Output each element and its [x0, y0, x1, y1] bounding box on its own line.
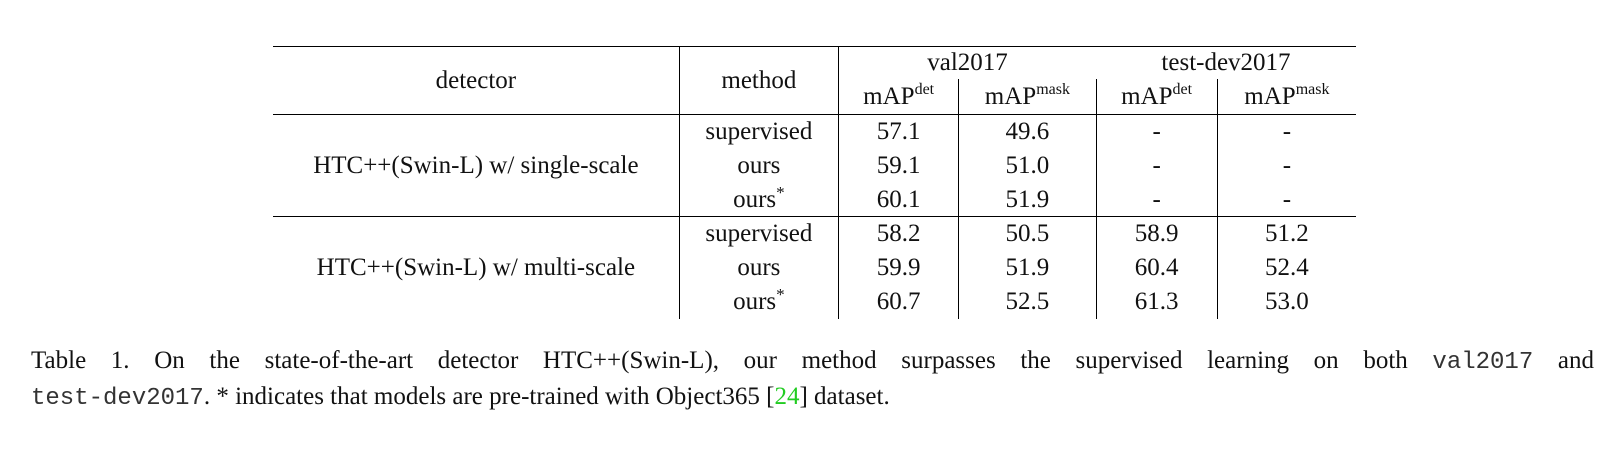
value-cell: -: [1096, 182, 1218, 217]
header-metric: mAPmask: [1217, 79, 1356, 115]
table-group-single-scale: HTC++(Swin-L) w/ single-scale supervised…: [273, 114, 1356, 217]
header-group-val2017: val2017: [838, 46, 1096, 79]
detector-cell: HTC++(Swin-L) w/ single-scale: [273, 114, 680, 217]
value-cell: -: [1096, 148, 1218, 183]
method-cell: supervised: [679, 114, 840, 149]
table-row: HTC++(Swin-L) w/ multi-scale supervised …: [273, 216, 1356, 319]
method-cell: ours: [679, 148, 840, 183]
value-cell: 49.6: [958, 114, 1097, 149]
value-cell: 51.9: [958, 182, 1097, 217]
caption-text: Table 1. On the state-of-the-art detecto…: [31, 347, 1433, 374]
metric-base: mAP: [984, 82, 1037, 110]
header-metric: mAPdet: [1096, 78, 1218, 115]
value-cell: -: [1217, 114, 1356, 149]
method-cell: ours*: [679, 284, 840, 319]
table-row: ours 59.1 51.0 - -: [273, 148, 1356, 183]
metric-sup: det: [914, 80, 935, 98]
citation-link[interactable]: 24: [774, 383, 800, 410]
value-cell: -: [1096, 114, 1218, 149]
value-cell: 58.9: [1096, 216, 1218, 251]
metric-base: mAP: [1244, 82, 1296, 110]
value-cell: 51.2: [1217, 216, 1356, 251]
value-cell: 51.0: [958, 148, 1097, 183]
results-table-container: detector method val2017 test-dev2017 mAP…: [273, 46, 1356, 319]
value-cell: -: [1282, 185, 1292, 213]
table-caption: Table 1. On the state-of-the-art detecto…: [31, 344, 1594, 416]
table-row: ours* 60.7 52.5 61.3 53.0: [273, 284, 1356, 319]
caption-code-test-dev2017: test-dev2017: [31, 385, 204, 412]
table-header: detector method val2017 test-dev2017 mAP…: [273, 46, 1356, 115]
metric-base: mAP: [863, 82, 915, 110]
caption-line-2: test-dev2017. * indicates that models ar…: [31, 380, 1594, 416]
value-cell: 50.5: [958, 216, 1097, 251]
value-cell: 53.0: [1265, 288, 1309, 315]
caption-code-val2017: val2017: [1432, 349, 1534, 376]
value-cell: 57.1: [838, 114, 960, 149]
header-metric: mAPdet: [838, 78, 960, 115]
value-cell: -: [1282, 152, 1292, 179]
value-cell: 60.4: [1096, 250, 1218, 285]
metric-sup: mask: [1295, 80, 1330, 98]
value-cell: 60.7: [838, 284, 960, 319]
table-row: HTC++(Swin-L) w/ single-scale supervised…: [273, 114, 1356, 217]
value-cell: 51.9: [958, 250, 1097, 285]
header-metric: mAPmask: [958, 78, 1097, 115]
header-row-2: mAPdet mAPmask mAPdet mAPmask: [273, 78, 1356, 115]
header-method: method: [679, 46, 840, 115]
caption-text: and: [1533, 347, 1594, 374]
value-cell: 58.2: [838, 216, 960, 251]
caption-line-1: Table 1. On the state-of-the-art detecto…: [31, 344, 1594, 380]
caption-text: . * indicates that models are pre-traine…: [203, 383, 775, 410]
method-cell: supervised: [679, 216, 840, 251]
header-group-test-dev2017: test-dev2017: [1096, 46, 1356, 79]
metric-base: mAP: [1121, 82, 1173, 110]
value-cell: 59.1: [838, 148, 960, 183]
caption-text: ] dataset.: [799, 383, 890, 410]
metric-sup: mask: [1036, 80, 1070, 98]
detector-cell: HTC++(Swin-L) w/ multi-scale: [273, 216, 680, 319]
header-row-1: detector method val2017 test-dev2017: [273, 46, 1356, 115]
value-cell: 59.9: [838, 250, 960, 285]
value-cell: 52.5: [958, 284, 1097, 319]
method-cell: ours*: [679, 182, 840, 217]
method-cell: ours: [679, 250, 840, 285]
value-cell: 61.3: [1096, 284, 1218, 319]
value-cell: 52.4: [1265, 254, 1309, 281]
header-detector: detector: [273, 46, 680, 115]
table-row: ours 59.9 51.9 60.4 52.4: [273, 250, 1356, 285]
value-cell: 60.1: [838, 182, 960, 217]
results-table: detector method val2017 test-dev2017 mAP…: [273, 46, 1356, 319]
table-row: ours* 60.1 51.9 - -: [273, 182, 1356, 217]
metric-sup: det: [1172, 80, 1193, 98]
table-group-multi-scale: HTC++(Swin-L) w/ multi-scale supervised …: [273, 216, 1356, 319]
